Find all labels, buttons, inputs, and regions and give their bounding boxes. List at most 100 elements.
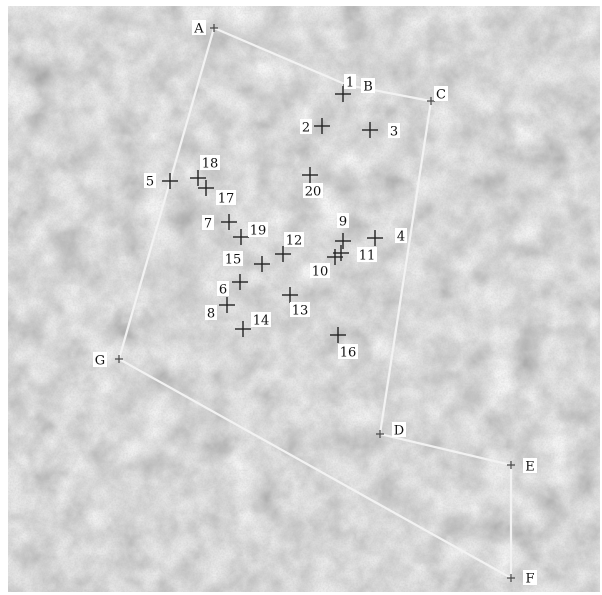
sample-point-10-label-text: 10 <box>312 265 329 280</box>
terrain-background <box>8 6 600 592</box>
sample-point-15-label-box <box>223 251 243 266</box>
vertex-label-c: C <box>434 86 448 103</box>
sample-point-11-label-text: 11 <box>359 249 376 264</box>
vertex-label-c-text: C <box>436 88 446 103</box>
vertex-label-b-box <box>361 78 375 93</box>
sample-point-15-label: 15 <box>223 251 243 268</box>
sample-point-14-marker <box>235 321 251 337</box>
vertex-a <box>210 24 218 32</box>
sample-point-3-label: 3 <box>388 123 400 140</box>
vertex-label-e-box <box>523 458 537 473</box>
sample-point-12-label: 12 <box>284 232 304 249</box>
sample-point-11-label: 11 <box>357 247 377 264</box>
vertex-c <box>427 97 435 105</box>
sample-point-5-label-text: 5 <box>146 175 154 190</box>
sample-point-12-marker <box>275 246 291 262</box>
sample-point-13-marker <box>282 287 298 303</box>
sample-point-2-label-text: 2 <box>302 121 310 136</box>
sample-point-16-label-box <box>338 344 358 359</box>
vertex-label-e: E <box>523 458 537 475</box>
sample-point-9-label-text: 9 <box>339 215 347 230</box>
vertex-label-b: B <box>361 78 375 95</box>
sample-point-9-label-box <box>337 213 349 228</box>
vertex-label-g-text: G <box>95 354 105 369</box>
vertex-label-a-box <box>192 20 206 35</box>
sample-point-2-label-box <box>300 119 312 134</box>
sample-point-3-label-text: 3 <box>390 125 398 140</box>
sample-point-10-label: 10 <box>310 263 330 280</box>
vertex-label-g-box <box>93 352 107 367</box>
sample-point-17-marker <box>198 180 214 196</box>
sample-point-20-label-text: 20 <box>305 185 322 200</box>
sample-point-16-label: 16 <box>338 344 358 361</box>
vertex-g <box>115 355 123 363</box>
vertex-label-c-box <box>434 86 448 101</box>
sample-point-8-label-text: 8 <box>207 307 215 322</box>
sample-point-13-label-box <box>290 302 310 317</box>
vertex-label-g: G <box>93 352 107 369</box>
sample-point-2-label: 2 <box>300 119 312 136</box>
sample-point-3-label-box <box>388 123 400 138</box>
vertex-label-e-text: E <box>525 460 535 475</box>
sample-point-1-label-box <box>344 74 356 89</box>
sample-point-15-marker <box>254 256 270 272</box>
sample-point-4-label-box <box>395 228 407 243</box>
sample-point-16-marker <box>330 327 346 343</box>
sample-point-6-label-text: 6 <box>219 283 227 298</box>
vertex-label-f: F <box>523 570 537 587</box>
sample-point-18-label-text: 18 <box>202 157 219 172</box>
sample-point-13-label-text: 13 <box>292 304 309 319</box>
sample-point-1-label: 1 <box>344 74 356 91</box>
sample-point-6-marker <box>232 274 248 290</box>
sample-point-9-label: 9 <box>337 213 349 230</box>
sample-point-14-label-text: 14 <box>253 314 270 329</box>
sample-point-20-label-box <box>303 183 323 198</box>
vertex-label-a-text: A <box>193 22 204 37</box>
sample-point-8-marker <box>219 297 235 313</box>
sample-point-3-marker <box>362 122 378 138</box>
sample-point-8-label-box <box>205 305 217 320</box>
sample-point-4-label: 4 <box>395 228 407 245</box>
vertex-label-d-text: D <box>394 424 404 439</box>
sample-point-2-marker <box>314 118 330 134</box>
sample-point-20-label: 20 <box>303 183 323 200</box>
sample-point-13-label: 13 <box>290 302 310 319</box>
sample-point-8-label: 8 <box>205 305 217 322</box>
sample-point-11-label-box <box>357 247 377 262</box>
sample-point-6-label-box <box>217 281 229 296</box>
sample-point-15-label-text: 15 <box>225 253 242 268</box>
sample-point-6-label: 6 <box>217 281 229 298</box>
vertex-f <box>507 574 515 582</box>
vertex-d <box>376 430 384 438</box>
sample-point-17-label-box <box>216 190 236 205</box>
sample-point-14-label: 14 <box>251 312 271 329</box>
sample-point-12-label-text: 12 <box>286 234 303 249</box>
sample-point-20-marker <box>302 167 318 183</box>
sample-point-18-label-box <box>200 155 220 170</box>
sample-point-7-label-box <box>202 215 214 230</box>
sample-point-19-label: 19 <box>248 222 268 239</box>
vertex-label-a: A <box>192 20 206 37</box>
sample-point-18-marker <box>190 170 206 186</box>
sample-point-5-label: 5 <box>144 173 156 190</box>
sample-point-5-label-box <box>144 173 156 188</box>
sample-point-7-label-text: 7 <box>204 217 212 232</box>
sample-point-4-label-text: 4 <box>397 230 405 245</box>
sample-point-1-marker <box>335 86 351 102</box>
sample-point-19-marker <box>233 229 249 245</box>
sample-point-17-label-text: 17 <box>218 192 235 207</box>
sample-point-18-label: 18 <box>200 155 220 172</box>
sample-point-4-marker <box>367 230 383 246</box>
sample-point-7-label: 7 <box>202 215 214 232</box>
vertex-label-b-text: B <box>363 80 373 95</box>
sample-point-9-marker <box>335 233 351 249</box>
vertex-e <box>507 461 515 469</box>
vertex-label-d-box <box>392 422 406 437</box>
vertex-label-f-box <box>523 570 537 585</box>
vertex-label-f-text: F <box>525 572 534 587</box>
sample-point-10-label-box <box>310 263 330 278</box>
sample-point-11-marker <box>333 245 349 261</box>
sample-point-7-marker <box>221 214 237 230</box>
